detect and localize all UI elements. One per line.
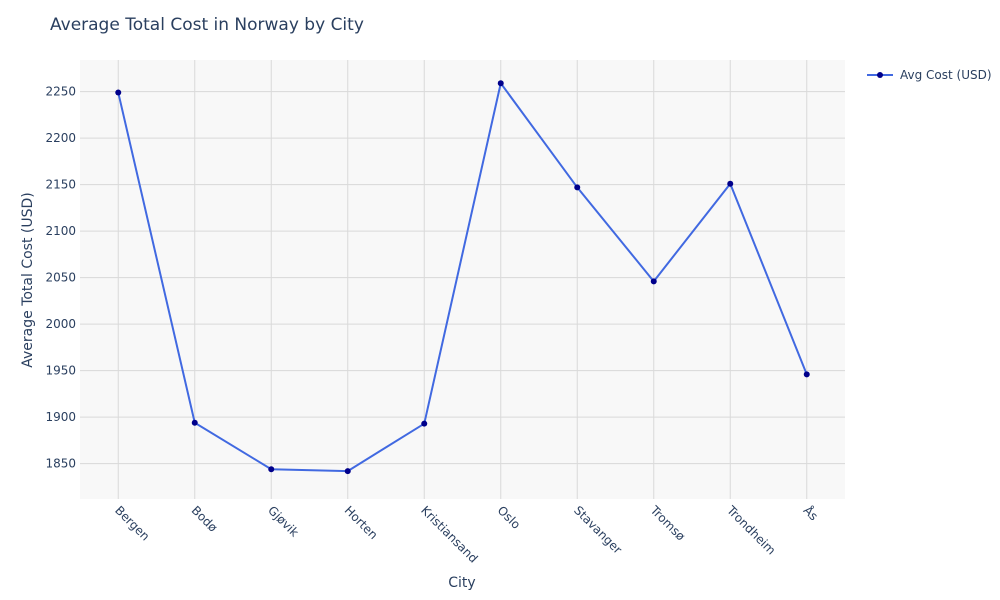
x-tick-label: Kristiansand — [418, 503, 480, 565]
data-point[interactable] — [803, 371, 810, 378]
data-point[interactable] — [421, 420, 428, 427]
x-tick-label: Oslo — [495, 503, 524, 532]
y-tick-label: 2250 — [45, 85, 76, 99]
legend-label: Avg Cost (USD) — [900, 68, 992, 82]
y-tick-label: 1900 — [45, 410, 76, 424]
x-tick-label: Bergen — [112, 503, 152, 543]
x-axis-ticks: Bergen Bodø Gjøvik Horten Kristiansand Oslo St… — [112, 503, 821, 566]
data-point[interactable] — [268, 466, 275, 473]
y-tick-label: 2050 — [45, 271, 76, 285]
legend[interactable]: Avg Cost (USD) — [867, 68, 992, 82]
data-point[interactable] — [115, 89, 122, 96]
plot-area — [80, 60, 845, 499]
x-tick-label: Gjøvik — [265, 503, 301, 539]
grid-lines — [80, 60, 845, 499]
y-tick-label: 2150 — [45, 178, 76, 192]
x-tick-label: Tromsø — [647, 503, 688, 544]
series-line — [117, 80, 808, 473]
x-tick-label: Ås — [801, 503, 822, 524]
data-point[interactable] — [650, 278, 657, 285]
y-tick-label: 1950 — [45, 364, 76, 378]
data-point[interactable] — [727, 180, 734, 187]
y-tick-label: 1850 — [45, 457, 76, 471]
data-point[interactable] — [497, 80, 504, 87]
chart-title: Average Total Cost in Norway by City — [50, 15, 364, 35]
y-axis-title: Average Total Cost (USD) — [20, 192, 36, 368]
data-point[interactable] — [574, 184, 581, 191]
y-tick-label: 2100 — [45, 224, 76, 238]
x-tick-label: Trondheim — [723, 503, 778, 558]
x-axis-title: City — [448, 575, 475, 591]
legend-marker-sample — [877, 72, 883, 78]
y-axis-ticks: 1850 1900 1950 2000 2050 2100 2150 2200 2250 — [45, 85, 76, 471]
y-tick-label: 2200 — [45, 131, 76, 145]
x-tick-label: Horten — [342, 503, 381, 542]
x-tick-label: Stavanger — [571, 503, 625, 557]
data-point[interactable] — [344, 468, 351, 475]
data-point[interactable] — [191, 419, 198, 426]
series-layer — [115, 80, 810, 475]
y-tick-label: 2000 — [45, 317, 76, 331]
x-tick-label: Bodø — [189, 503, 220, 534]
